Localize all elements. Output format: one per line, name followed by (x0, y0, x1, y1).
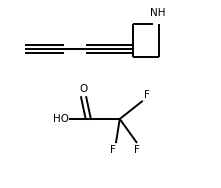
Text: NH: NH (150, 8, 166, 18)
Text: O: O (80, 84, 88, 94)
Text: F: F (110, 146, 116, 155)
Text: HO: HO (53, 114, 69, 124)
Text: F: F (134, 146, 140, 155)
Text: F: F (144, 90, 150, 100)
